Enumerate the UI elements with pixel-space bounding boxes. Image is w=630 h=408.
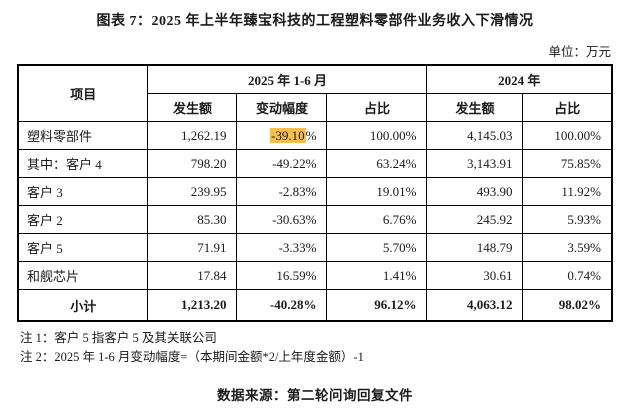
table-row: 塑料零部件 1,262.19 -39.10% 100.00% 4,145.03 100.0… — [17, 121, 613, 150]
table-row-total: 小计 1,213.20 -40.28% 96.12% 4,063.12 98.02% — [17, 289, 613, 322]
col-header-change-2025: 变动幅度 — [236, 93, 328, 122]
row-label: 其中：客户 4 — [17, 149, 149, 178]
highlighted-value: -39.10 — [270, 127, 306, 143]
revenue-table: 项目 2025 年 1-6 月 2024 年 发生额 变动幅度 占比 发生额 占… — [16, 64, 613, 322]
table-cell: 30.61 — [426, 261, 524, 290]
table-cell: 798.20 — [147, 149, 238, 178]
row-label: 塑料零部件 — [17, 121, 149, 150]
table-cell: 11.92% — [522, 177, 613, 206]
col-header-share-2025: 占比 — [326, 93, 428, 122]
table-cell: 5.93% — [522, 205, 613, 234]
table-cell: 100.00% — [522, 121, 613, 150]
table-cell: 3,143.91 — [426, 149, 524, 178]
table-cell: 98.02% — [522, 289, 613, 322]
table-cell: -3.33% — [236, 233, 328, 262]
table-cell: 63.24% — [326, 149, 428, 178]
table-cell: 1.41% — [326, 261, 428, 290]
table-cell: 17.84 — [147, 261, 238, 290]
table-row: 其中：客户 4 798.20 -49.22% 63.24% 3,143.91 75.85% — [17, 149, 613, 178]
table-cell: 148.79 — [426, 233, 524, 262]
table-cell: 5.70% — [326, 233, 428, 262]
header-group-row: 项目 2025 年 1-6 月 2024 年 — [17, 64, 613, 122]
unit-label: 单位：万元 — [548, 45, 611, 59]
table-cell: 493.90 — [426, 177, 524, 206]
page-title: 图表 7：2025 年上半年臻宝科技的工程塑料零部件业务收入下滑情况 — [96, 14, 534, 29]
table-cell: 19.01% — [326, 177, 428, 206]
table-cell: 96.12% — [326, 289, 428, 322]
table-cell: -40.28% — [236, 289, 328, 322]
footnote-2: 注 2：2025 年 1-6 月变动幅度=（本期间金额*2/上年度金额）-1 — [20, 349, 364, 364]
table-cell: -2.83% — [236, 177, 328, 206]
table-row: 和舰芯片 17.84 16.59% 1.41% 30.61 0.74% — [17, 261, 613, 290]
table-cell: -30.63% — [236, 205, 328, 234]
table-row: 客户 3 239.95 -2.83% 19.01% 493.90 11.92% — [17, 177, 613, 206]
table-body: 塑料零部件 1,262.19 -39.10% 100.00% 4,145.03 100.0… — [17, 121, 613, 322]
table-cell: 75.85% — [522, 149, 613, 178]
footnote-1: 注 1：客户 5 指客户 5 及其关联公司 — [20, 331, 217, 345]
col-group-2024: 2024 年 — [426, 64, 613, 94]
footnotes: 注 1：客户 5 指客户 5 及其关联公司 注 2：2025 年 1-6 月变动… — [20, 329, 610, 367]
table-cell: 71.91 — [147, 233, 238, 262]
col-header-project: 项目 — [17, 64, 149, 122]
table-cell: 1,213.20 — [147, 289, 238, 322]
table-row: 客户 2 85.30 -30.63% 6.76% 245.92 5.93% — [17, 205, 613, 234]
table-cell: 6.76% — [326, 205, 428, 234]
col-header-amount-2024: 发生额 — [426, 93, 524, 122]
table-cell: 0.74% — [522, 261, 613, 290]
table-cell: 3.59% — [522, 233, 613, 262]
table-cell: 100.00% — [326, 121, 428, 150]
table-cell: 85.30 — [147, 205, 238, 234]
table-cell: -39.10% — [236, 121, 328, 150]
table-header: 项目 2025 年 1-6 月 2024 年 发生额 变动幅度 占比 发生额 占… — [17, 64, 613, 122]
table-cell: 239.95 — [147, 177, 238, 206]
table-cell: 4,063.12 — [426, 289, 524, 322]
row-label: 小计 — [17, 289, 149, 322]
col-group-2025: 2025 年 1-6 月 — [147, 64, 428, 94]
data-source: 数据来源：第二轮问询回复文件 — [217, 387, 413, 403]
row-label: 客户 2 — [17, 205, 149, 234]
col-header-amount-2025: 发生额 — [147, 93, 238, 122]
header-sub-row: 发生额 变动幅度 占比 发生额 占比 — [18, 93, 613, 122]
table-cell: -49.22% — [236, 149, 328, 178]
row-label: 客户 3 — [17, 177, 149, 206]
table-row: 客户 5 71.91 -3.33% 5.70% 148.79 3.59% — [17, 233, 613, 262]
row-label: 客户 5 — [17, 233, 149, 262]
row-label: 和舰芯片 — [17, 261, 149, 290]
table-cell: 4,145.03 — [426, 121, 524, 150]
table-cell: 1,262.19 — [147, 121, 238, 150]
col-header-share-2024: 占比 — [522, 93, 613, 122]
table-cell: 16.59% — [236, 261, 328, 290]
table-cell: 245.92 — [426, 205, 524, 234]
